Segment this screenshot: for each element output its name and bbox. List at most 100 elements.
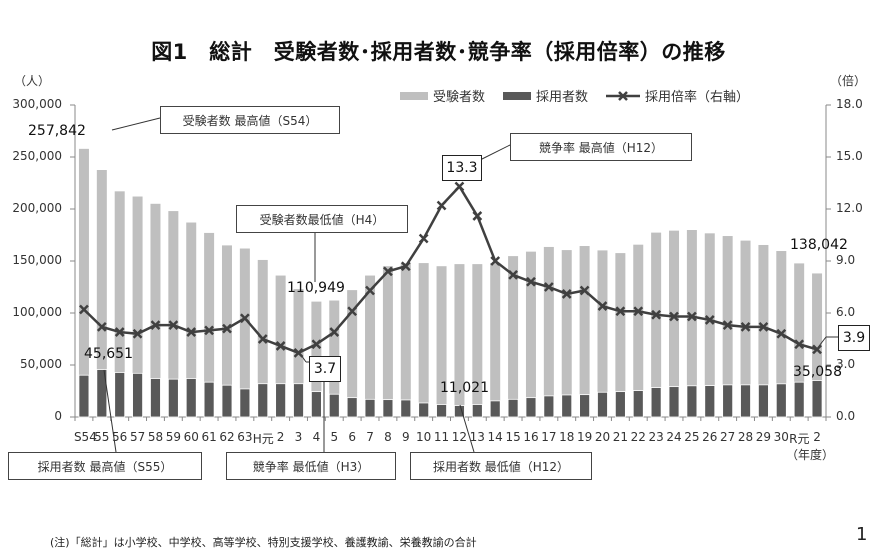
x-tick-label: 16 [523, 430, 539, 444]
callout-hires-max: 採用者数 最高値（S55） [8, 452, 202, 480]
x-tick-label: 24 [666, 430, 682, 444]
x-tick-label: 11 [433, 430, 450, 444]
x-tick-label: 58 [147, 430, 164, 444]
hires-bar [328, 393, 340, 418]
hires-bar [668, 386, 680, 418]
value-label-applicants-last: 138,042 [790, 237, 848, 253]
legend: 受験者数 採用者数 採用倍率（右軸） [400, 86, 749, 105]
applicants-bar [525, 251, 536, 417]
right-tick: 0.0 [836, 409, 856, 423]
hires-bar [310, 391, 322, 418]
hires-bar [597, 391, 608, 418]
x-tick-label: 13 [469, 430, 485, 444]
applicants-bar [561, 250, 572, 417]
hires-bar [650, 387, 662, 418]
x-tick-label: 60 [183, 430, 199, 444]
right-tick: 15.0 [836, 149, 863, 163]
x-marker-icon [543, 282, 554, 292]
applicants-bar [418, 263, 429, 417]
right-tick: 9.0 [836, 253, 856, 267]
x-tick-label: 10 [416, 430, 432, 444]
hires-bar [579, 394, 591, 418]
x-tick-label: 3 [294, 430, 303, 444]
x-marker-icon [311, 339, 322, 350]
left-tick: 150,000 [12, 253, 62, 267]
callout-ratio-min: 競争率 最低値（H3） [226, 452, 396, 480]
x-marker-icon [365, 285, 375, 296]
x-marker-icon [436, 200, 447, 211]
hires-bar [346, 397, 358, 418]
legend-item-ratio: 採用倍率（右軸） [606, 86, 749, 105]
left-tick: 100,000 [12, 305, 62, 319]
hires-swatch-icon [503, 91, 532, 100]
x-marker-icon [293, 347, 304, 358]
x-tick-label: 8 [384, 430, 392, 444]
applicants-bar [204, 232, 215, 417]
x-marker-icon [186, 327, 197, 337]
page-number: 1 [856, 524, 868, 545]
x-marker-icon [472, 211, 483, 221]
ratio-line [79, 181, 822, 358]
applicants-bar [239, 248, 250, 417]
applicants-bar [508, 256, 519, 417]
x-tick-label: 61 [201, 430, 217, 444]
hires-bar [489, 400, 501, 418]
hires-bar [382, 399, 394, 418]
x-tick-label: 56 [112, 430, 128, 444]
x-marker-icon [758, 321, 769, 332]
x-marker-icon [776, 328, 787, 339]
applicants-bar [132, 196, 143, 417]
hires-bar [614, 391, 626, 418]
x-marker-icon [204, 325, 214, 336]
applicants-bar [454, 264, 465, 417]
hires-bar [722, 384, 734, 418]
hires-bar [221, 384, 233, 418]
x-tick-label: 25 [684, 430, 700, 444]
applicants-bar [382, 266, 393, 417]
x-tick-label: 7 [366, 430, 374, 444]
x-tick-label: 21 [612, 430, 628, 444]
x-marker-icon [329, 327, 340, 337]
right-tick: 18.0 [836, 97, 863, 111]
x-marker-icon [704, 315, 715, 325]
applicants-bar [597, 250, 608, 417]
x-marker-icon [490, 256, 501, 266]
x-marker-icon [150, 320, 161, 331]
applicants-bar [579, 246, 590, 417]
hires-bar [150, 378, 161, 418]
value-box-ratio-min: 3.7 [309, 356, 341, 382]
x-tick-label: 20 [594, 430, 611, 444]
applicants-bar [221, 245, 232, 417]
legend-label-ratio: 採用倍率（右軸） [645, 90, 750, 105]
applicants-bar [740, 240, 751, 417]
hires-bar [293, 383, 304, 418]
right-axis-unit: （倍） [830, 74, 867, 88]
value-label-hires-min: 11,021 [440, 380, 489, 396]
hires-bar [686, 385, 698, 418]
x-marker-icon [347, 306, 358, 317]
hires-bar [758, 384, 769, 418]
x-marker-icon [454, 181, 465, 192]
hires-bar [364, 398, 376, 418]
x-tick-label: 29 [755, 430, 772, 444]
x-tick-label: 55 [94, 430, 110, 444]
applicants-bar [615, 253, 626, 417]
applicants-bar [490, 263, 501, 417]
x-marker-icon [561, 289, 572, 299]
legend-item-hires: 採用者数 [503, 86, 588, 105]
value-box-ratio-last: 3.9 [838, 325, 870, 351]
hires-bar [257, 383, 269, 418]
applicants-bar [669, 230, 680, 417]
applicants-bar [400, 263, 411, 417]
chart-title: 図1 総計 受験者数･採用者数･競争率（採用倍率）の推移 [151, 40, 726, 64]
x-marker-icon [132, 328, 143, 339]
left-tick: 200,000 [12, 201, 62, 215]
x-axis-unit: （年度） [786, 448, 835, 462]
hires-bar [793, 381, 805, 418]
hires-bar [454, 405, 465, 418]
legend-label-hires: 採用者数 [536, 90, 589, 105]
x-marker-icon [687, 311, 697, 322]
x-tick-label: 17 [541, 430, 557, 444]
x-tick-label: H元 [252, 432, 274, 446]
value-label-hires-last: 35,058 [793, 364, 842, 380]
